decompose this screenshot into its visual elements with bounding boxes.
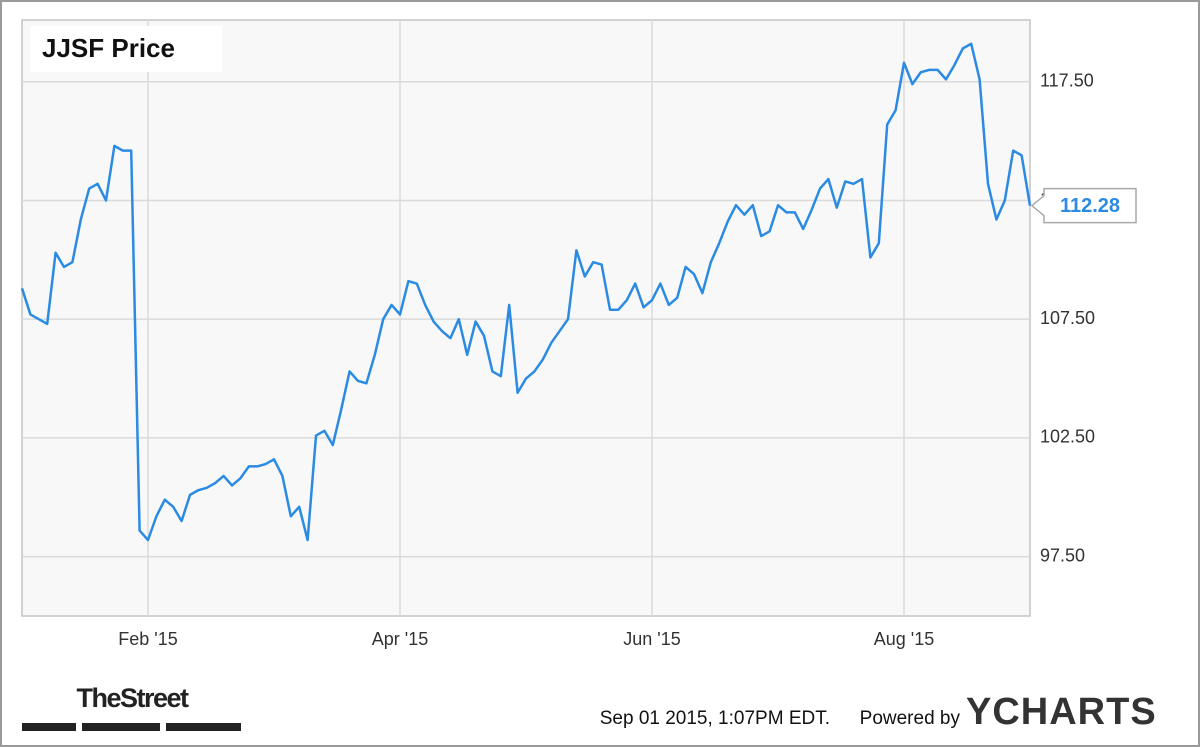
publisher: TheStreet — [76, 683, 189, 713]
plot-area — [21, 19, 1031, 617]
last-value-flag — [1030, 187, 1137, 224]
publisher-bar — [166, 723, 241, 731]
x-tick-label: Jun '15 — [623, 629, 680, 649]
y-tick-label: 107.50 — [1040, 308, 1095, 328]
powered-by: Powered by — [860, 708, 961, 729]
y-tick-label: 117.50 — [1040, 70, 1094, 90]
timestamp: Sep 01 2015, 1:07PM EDT. — [600, 708, 830, 729]
y-tick-label: 102.50 — [1040, 427, 1095, 447]
publisher-bar — [22, 723, 76, 731]
lines — [20, 42, 1032, 542]
x-tick-label: Aug '15 — [874, 629, 935, 649]
chart-title: JJSF Price — [42, 33, 175, 63]
y-tick-label: 97.50 — [1040, 545, 1085, 565]
title-box — [30, 26, 222, 72]
x-tick-label: Apr '15 — [372, 629, 428, 649]
last-value-label: 112.28 — [1060, 195, 1120, 217]
x-tick-label: Feb '15 — [118, 629, 177, 649]
price-line — [20, 42, 1032, 542]
publisher-bar — [82, 723, 160, 731]
provider-logo: YCHARTS — [966, 691, 1157, 733]
grid — [22, 20, 1030, 616]
